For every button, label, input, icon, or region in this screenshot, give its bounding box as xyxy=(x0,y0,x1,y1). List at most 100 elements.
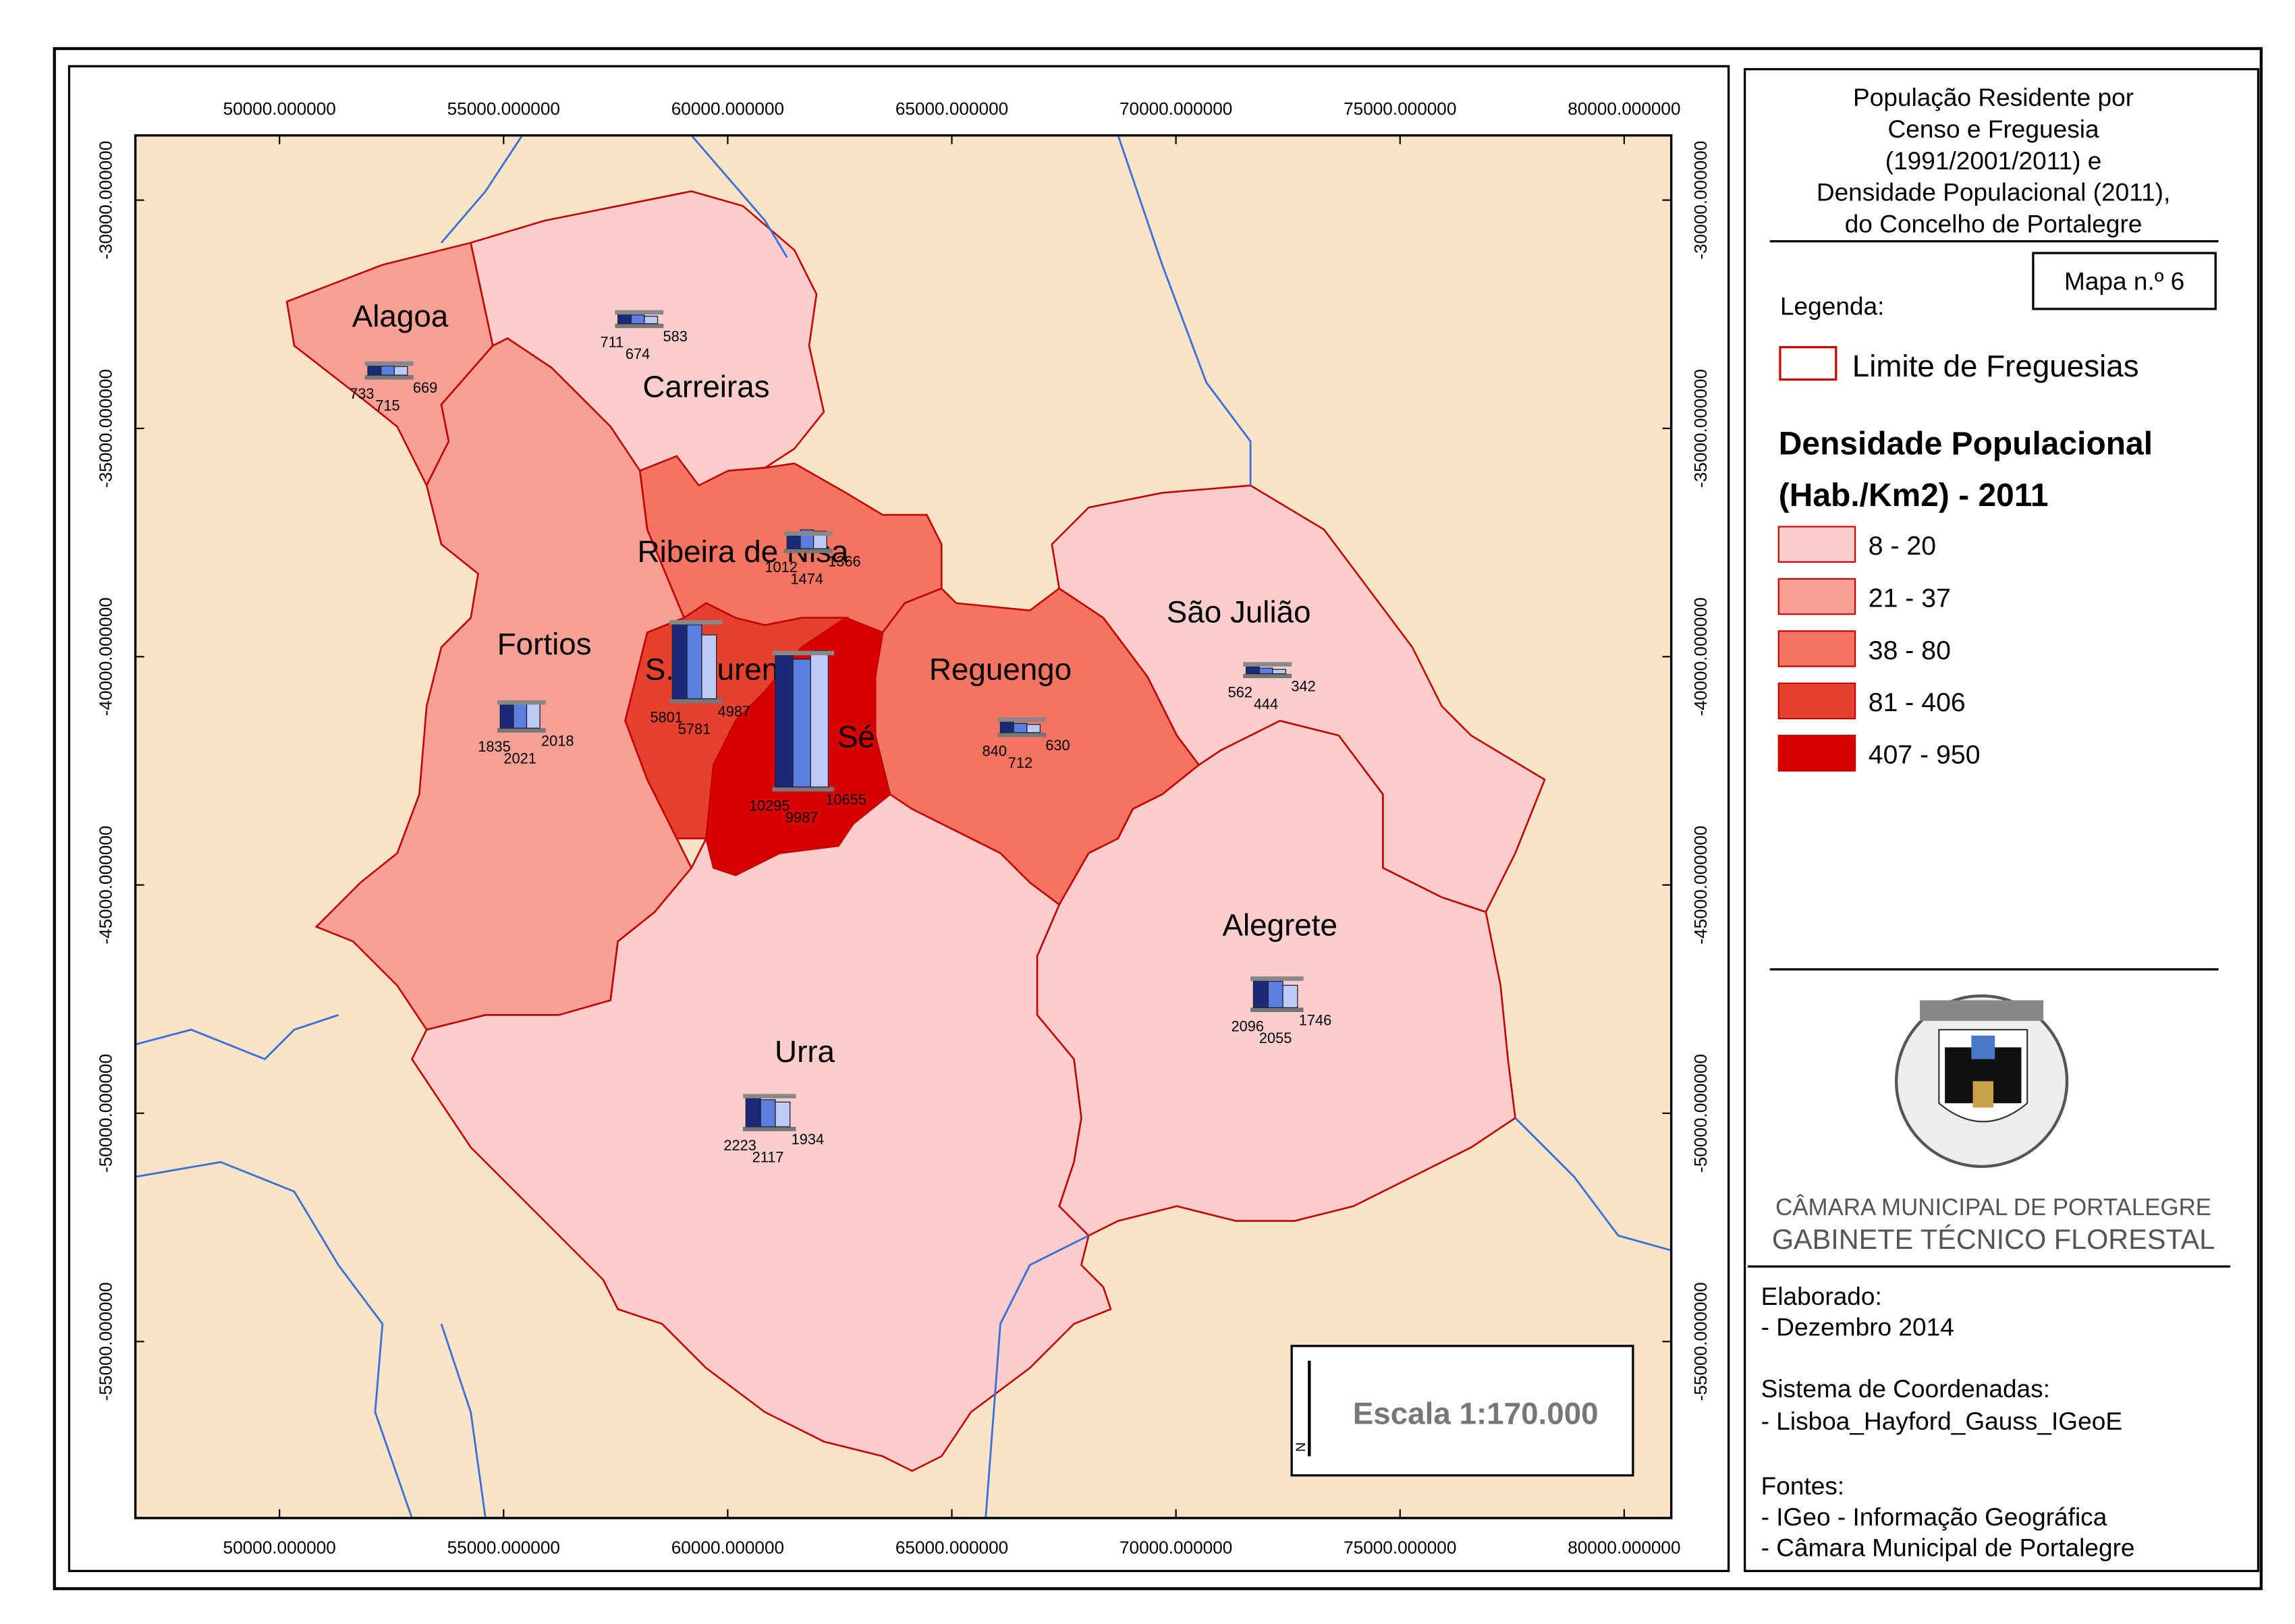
side-panel xyxy=(1743,67,2260,1573)
density-classes: 8 - 20 21 - 37 38 - 80 81 - 406 407 - 950 xyxy=(1777,526,1981,772)
note-line: Sistema de Coordenadas: xyxy=(1761,1374,2050,1403)
population-label: 5801 xyxy=(650,709,683,726)
parish-name: Urra xyxy=(775,1034,835,1069)
bar-base xyxy=(364,375,414,380)
population-label: 711 xyxy=(601,334,624,351)
class-label: 21 - 37 xyxy=(1869,583,1951,613)
note-line: Elaborado: xyxy=(1761,1282,1882,1310)
title-line: Densidade Populacional (2011), xyxy=(1817,178,2170,206)
note-line: - Dezembro 2014 xyxy=(1761,1313,1954,1341)
population-label: 674 xyxy=(626,345,650,362)
x-tick-label: 80000.000000 xyxy=(1568,99,1680,119)
population-label: 715 xyxy=(375,397,399,414)
x-tick-label: 60000.000000 xyxy=(671,1537,784,1557)
bar-base xyxy=(772,787,835,791)
population-bar xyxy=(1259,667,1273,675)
coat-of-arms xyxy=(1895,994,2069,1169)
population-label: 2223 xyxy=(723,1137,756,1154)
population-label: 5781 xyxy=(678,721,711,737)
y-tick-label: -40000.000000 xyxy=(1690,597,1711,716)
population-label: 2117 xyxy=(752,1148,784,1165)
class-swatch xyxy=(1777,630,1856,667)
population-bar xyxy=(367,365,382,376)
x-tick-label: 70000.000000 xyxy=(1119,99,1232,119)
parish xyxy=(410,793,1112,1472)
population-label: 444 xyxy=(1254,696,1278,712)
y-tick-label: -55000.000000 xyxy=(1690,1282,1711,1401)
river xyxy=(440,134,524,244)
bar-base xyxy=(997,732,1047,737)
population-label: 733 xyxy=(350,385,374,402)
population-label: 630 xyxy=(1045,737,1070,754)
rivers xyxy=(135,134,1672,1519)
x-tick-label: 75000.000000 xyxy=(1344,1537,1456,1557)
population-bar xyxy=(686,624,702,700)
bar-base xyxy=(1250,1007,1304,1012)
parish-name: Fortios xyxy=(497,627,592,661)
x-tick-label: 55000.000000 xyxy=(447,1537,560,1557)
org-unit: GABINETE TÉCNICO FLORESTAL xyxy=(1772,1224,2215,1255)
parish-name: Reguengo xyxy=(929,652,1072,686)
note-line: Fontes: xyxy=(1761,1472,1845,1500)
y-tick-label: -35000.000000 xyxy=(1690,369,1711,488)
population-label: 712 xyxy=(1008,754,1032,771)
population-bar xyxy=(526,702,541,729)
parish-name: São Julião xyxy=(1167,594,1311,629)
class-label: 81 - 406 xyxy=(1869,688,1966,717)
population-label: 840 xyxy=(983,743,1007,760)
class-label: 8 - 20 xyxy=(1869,531,1936,561)
river xyxy=(1117,135,1252,486)
population-bar xyxy=(393,366,408,376)
y-tick-label: -30000.000000 xyxy=(96,141,116,260)
population-label: 669 xyxy=(413,379,437,396)
legend-heading: Legenda: xyxy=(1780,292,1885,320)
north-label: N xyxy=(1294,1443,1308,1452)
bar-top xyxy=(497,700,546,705)
population-label: 2055 xyxy=(1259,1030,1292,1046)
x-tick-label: 50000.000000 xyxy=(223,99,336,119)
class-swatch xyxy=(1777,526,1856,563)
population-bar xyxy=(701,634,717,700)
population-bar xyxy=(792,659,811,788)
population-label: 1746 xyxy=(1299,1012,1332,1029)
bar-base xyxy=(1243,673,1292,679)
note-line: - IGeo - Informação Geográfica xyxy=(1761,1503,2107,1531)
bar-base xyxy=(669,698,723,704)
parish-name: Carreiras xyxy=(642,370,769,404)
boundary-swatch xyxy=(1779,345,1837,381)
population-bar xyxy=(810,650,829,788)
population-label: 10295 xyxy=(749,797,790,814)
y-tick-label: -40000.000000 xyxy=(96,597,116,716)
y-tick-label: -55000.000000 xyxy=(96,1282,116,1401)
x-tick-label: 65000.000000 xyxy=(895,99,1008,119)
x-tick-label: 50000.000000 xyxy=(223,1537,336,1557)
population-bar xyxy=(380,365,395,376)
boundary-label: Limite de Freguesias xyxy=(1852,349,2139,383)
y-tick-label: -45000.000000 xyxy=(96,826,116,945)
population-label: 2096 xyxy=(1231,1017,1264,1034)
population-label: 2021 xyxy=(503,750,536,767)
river xyxy=(440,1323,487,1519)
bar-top xyxy=(742,1094,796,1098)
parish xyxy=(1051,484,1546,914)
x-tick-label: 70000.000000 xyxy=(1119,1537,1232,1557)
note-line: - Lisboa_Hayford_Gauss_IGeoE xyxy=(1761,1407,2122,1435)
population-bar xyxy=(999,721,1014,733)
population-bar xyxy=(1252,980,1269,1009)
class-swatch xyxy=(1777,578,1856,615)
bar-top xyxy=(1243,662,1292,667)
population-label: 4987 xyxy=(718,703,751,720)
bar-base xyxy=(615,323,664,329)
bar-top xyxy=(615,310,664,315)
logo-crown xyxy=(1920,1000,2044,1021)
population-label: 9987 xyxy=(785,809,819,826)
river xyxy=(135,1160,413,1519)
population-bar xyxy=(760,1099,776,1127)
class-label: 38 - 80 xyxy=(1869,636,1951,665)
river xyxy=(690,134,788,258)
bar-top xyxy=(364,361,414,366)
scale-box xyxy=(1290,1345,1634,1477)
bar-top xyxy=(772,650,835,656)
population-bar xyxy=(1026,724,1041,733)
